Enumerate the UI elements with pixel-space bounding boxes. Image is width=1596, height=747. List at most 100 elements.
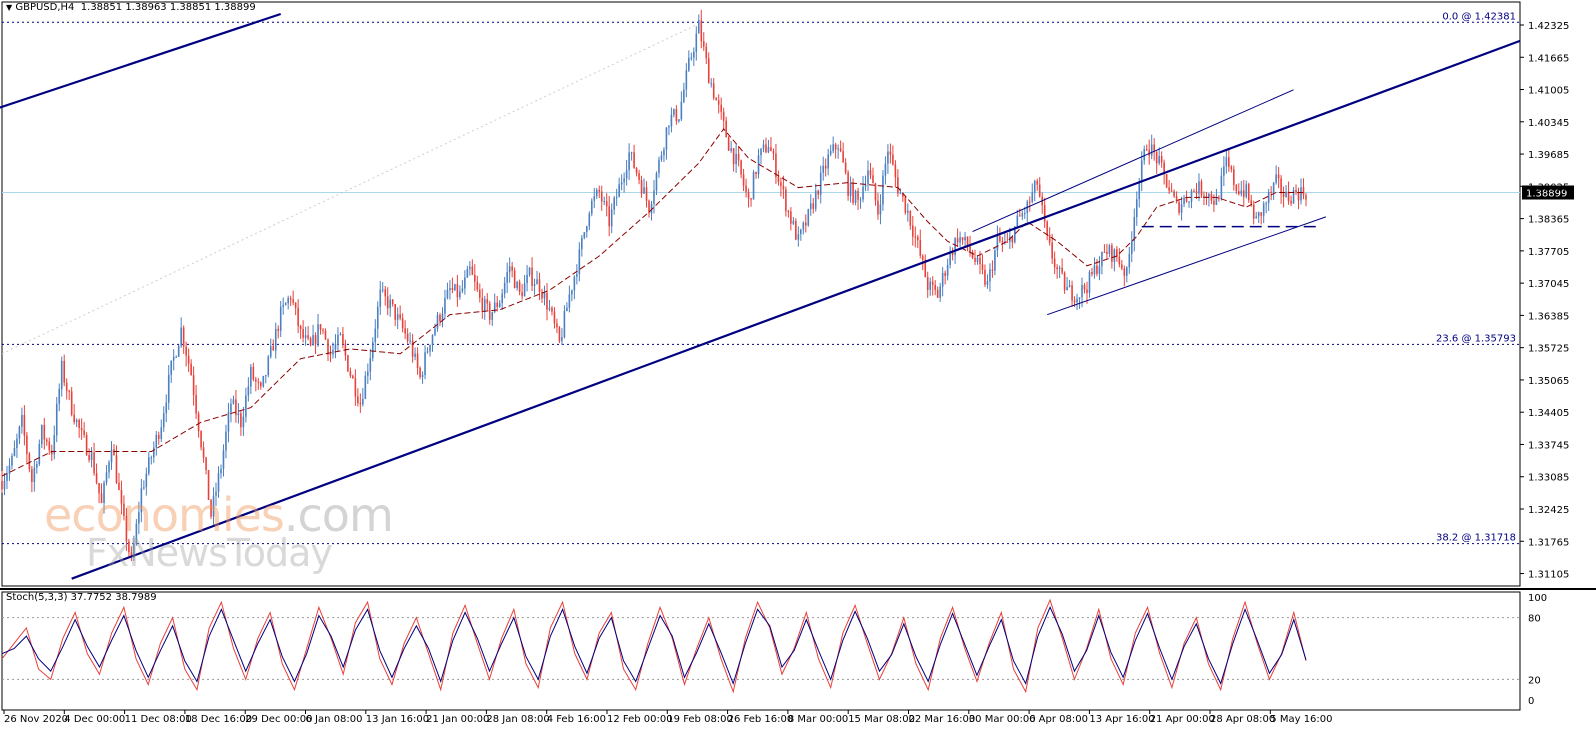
stoch-values: 37.7752 38.7989	[70, 592, 157, 603]
candle-body	[195, 395, 197, 414]
candle-body	[1001, 240, 1004, 243]
candle-body	[1282, 193, 1285, 197]
candle-body	[1143, 149, 1146, 161]
candle-body	[862, 186, 864, 200]
time-tick-label: 4 Dec 00:00	[64, 714, 125, 725]
candle-body	[802, 222, 805, 230]
candle-body	[483, 299, 486, 312]
candle-body	[48, 441, 51, 451]
stoch-axis-label: 0	[1528, 696, 1534, 707]
candle-body	[1038, 184, 1041, 197]
candle-body	[797, 234, 800, 240]
candle-body	[1195, 191, 1198, 194]
candle-body	[894, 164, 897, 178]
candle-body	[879, 204, 882, 215]
candle-body	[1247, 184, 1250, 201]
candle-body	[727, 137, 730, 151]
candle-body	[824, 165, 827, 169]
candle-body	[583, 232, 586, 238]
candle-body	[531, 267, 533, 286]
candle-body	[237, 413, 240, 416]
candle-body	[613, 197, 615, 210]
candle-body	[371, 342, 374, 359]
candle-body	[362, 398, 364, 405]
candle-body	[222, 450, 225, 469]
candle-body	[38, 444, 41, 464]
candle-body	[889, 151, 892, 155]
candle-body	[974, 258, 976, 263]
candle-body	[327, 339, 329, 355]
candle-body	[85, 434, 88, 456]
candle-body	[113, 449, 115, 456]
candle-body	[1016, 215, 1019, 227]
stoch-main-line	[1, 598, 1307, 694]
candle-body	[916, 236, 919, 241]
dropdown-triangle-icon[interactable]: ▼	[6, 3, 13, 12]
candle-body	[899, 193, 902, 195]
price-tick-label: 1.39685	[1528, 150, 1569, 161]
candle-body	[1083, 285, 1086, 290]
candle-body	[581, 237, 583, 250]
candle-body	[1058, 267, 1061, 270]
chart-header: ▼ GBPUSD,H4 1.38851 1.38963 1.38851 1.38…	[6, 2, 256, 13]
candle-body	[795, 220, 797, 240]
candle-body	[538, 279, 541, 292]
candle-body	[297, 307, 299, 327]
candle-body	[1250, 200, 1253, 205]
candle-body	[712, 83, 715, 99]
candle-body	[23, 414, 26, 436]
time-tick-label: 29 Dec 00:00	[245, 714, 312, 725]
candle-body	[705, 46, 708, 59]
candle-body	[120, 489, 123, 504]
candle-body	[991, 269, 994, 271]
candle-body	[847, 172, 849, 196]
candle-body	[959, 237, 961, 243]
candle-body	[650, 203, 653, 214]
candle-body	[814, 190, 817, 209]
candle-body	[307, 335, 309, 339]
candle-body	[334, 344, 337, 350]
candle-body	[1175, 196, 1178, 202]
candle-body	[1233, 169, 1235, 185]
candle-body	[391, 299, 394, 305]
candle-body	[439, 314, 441, 322]
candle-body	[245, 395, 247, 417]
candle-body	[262, 375, 265, 387]
candle-body	[274, 328, 277, 351]
candle-body	[1, 480, 3, 490]
price-tick-label: 1.40345	[1528, 118, 1569, 129]
candle-body	[317, 324, 319, 344]
candle-body	[476, 281, 479, 290]
candle-body	[610, 209, 613, 227]
candle-body	[496, 302, 499, 307]
candle-body	[521, 292, 523, 297]
candle-body	[389, 299, 392, 309]
candle-body	[13, 447, 16, 456]
candle-body	[441, 313, 444, 322]
candle-body	[381, 289, 384, 291]
candle-body	[951, 251, 954, 256]
candle-body	[1210, 193, 1213, 201]
candle-body	[1168, 187, 1170, 191]
stoch-axis-label: 100	[1528, 593, 1547, 604]
candle-body	[1073, 300, 1076, 303]
candle-body	[658, 159, 660, 174]
candle-body	[63, 360, 66, 383]
candle-body	[1145, 149, 1148, 151]
candle-body	[100, 493, 103, 503]
candle-body	[543, 292, 546, 299]
candle-body	[598, 189, 601, 192]
candle-body	[615, 197, 618, 199]
grid-layer	[0, 1, 1596, 711]
candle-body	[424, 352, 426, 375]
candle-body	[128, 541, 130, 553]
candle-body	[1153, 144, 1155, 152]
candle-body	[384, 289, 387, 297]
candle-body	[1223, 166, 1225, 176]
candle-body	[884, 163, 887, 176]
candle-body	[200, 431, 202, 448]
time-tick-label: 28 Apr 08:00	[1210, 714, 1275, 725]
candle-body	[675, 109, 678, 122]
candle-body	[95, 473, 98, 484]
candle-body	[481, 297, 484, 312]
